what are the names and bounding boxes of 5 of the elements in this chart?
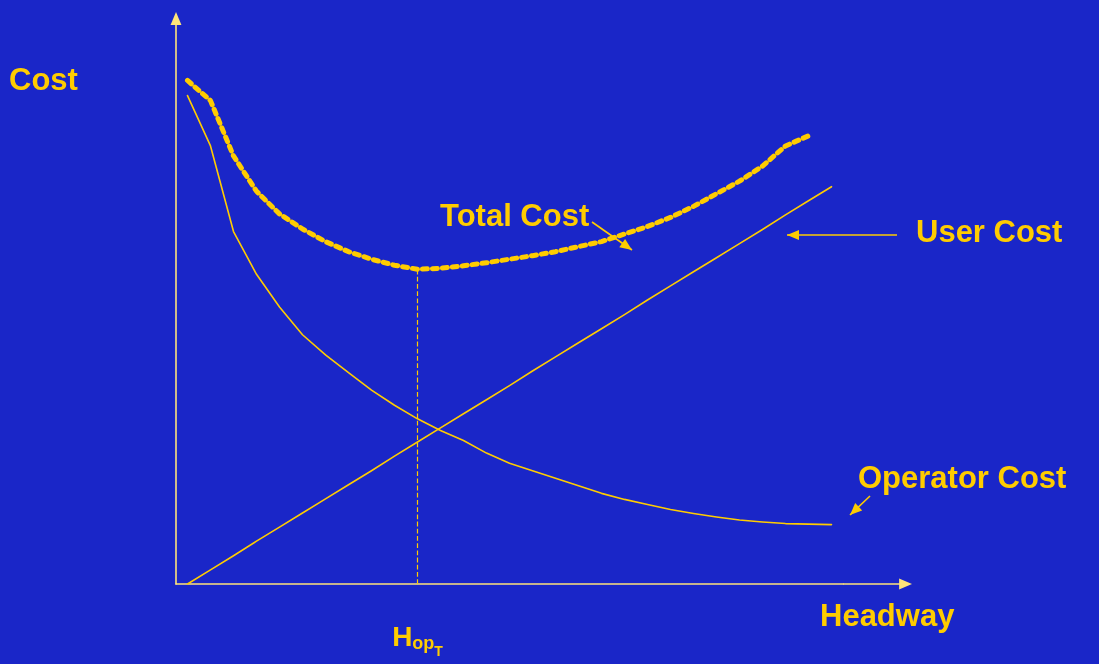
y-axis-title: Cost: [9, 62, 78, 97]
series-label: Total Cost: [440, 198, 590, 233]
x-axis-title: Headway: [820, 598, 956, 633]
series-label: Operator Cost: [858, 460, 1067, 495]
legend-label: User Cost: [916, 214, 1063, 249]
